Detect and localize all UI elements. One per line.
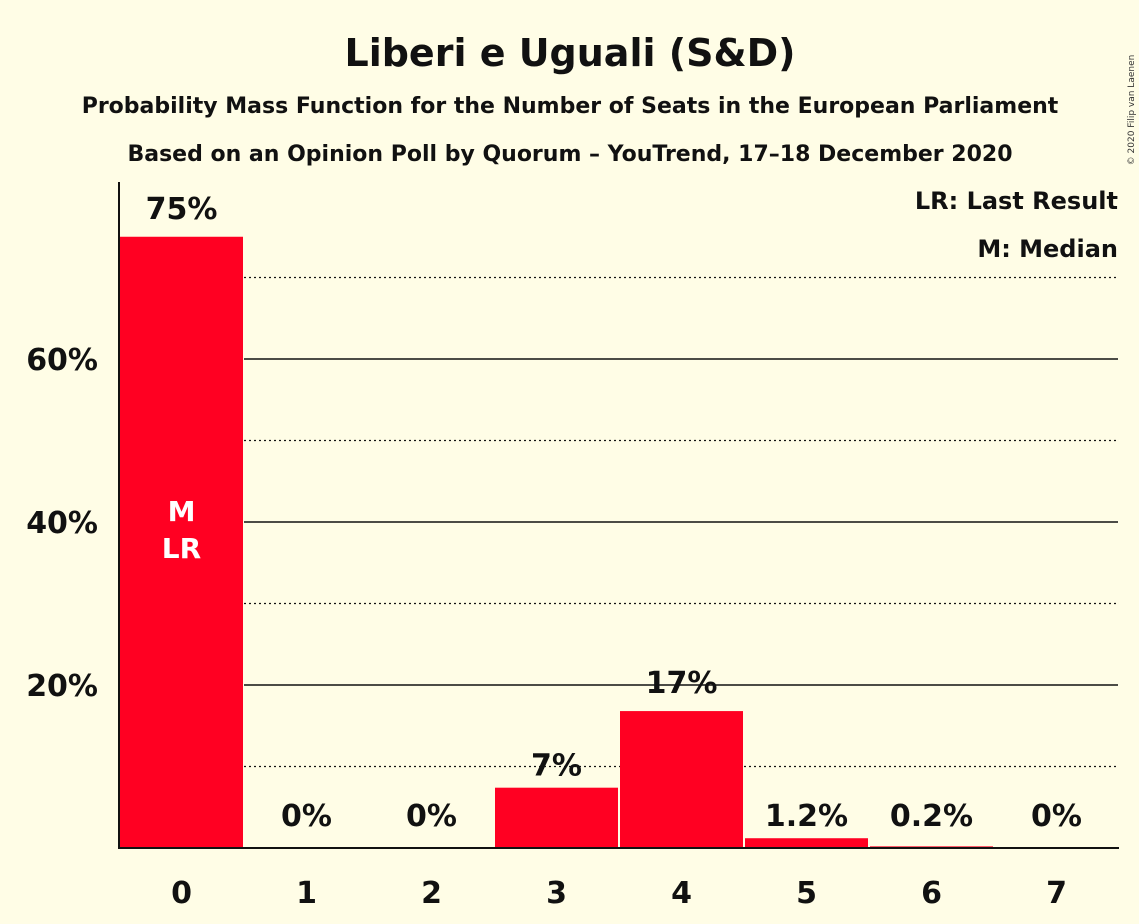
bar xyxy=(745,838,868,848)
y-tick-label: 40% xyxy=(26,506,98,541)
data-label: 1.2% xyxy=(765,799,848,834)
x-tick-label: 7 xyxy=(1046,876,1067,911)
x-axis-ticks: 0 1 2 3 4 5 6 7 xyxy=(171,876,1067,911)
bar xyxy=(120,236,243,848)
legend-median: M: Median xyxy=(977,235,1118,263)
data-label: 0% xyxy=(406,799,457,834)
x-tick-label: 4 xyxy=(671,876,692,911)
y-tick-label: 20% xyxy=(26,669,98,704)
x-tick-label: 6 xyxy=(921,876,942,911)
gridlines xyxy=(244,276,1118,768)
bar xyxy=(495,787,618,848)
chart-subtitle: Probability Mass Function for the Number… xyxy=(82,94,1059,119)
copyright-text: © 2020 Filip van Laenen xyxy=(1127,55,1137,166)
data-label: 7% xyxy=(531,749,582,784)
chart-subtitle-2: Based on an Opinion Poll by Quorum – You… xyxy=(127,142,1012,167)
data-label: 17% xyxy=(646,666,718,701)
bar-annotation: M xyxy=(168,495,196,528)
data-label: 75% xyxy=(146,192,218,227)
x-tick-label: 1 xyxy=(296,876,317,911)
x-tick-label: 3 xyxy=(546,876,567,911)
bar xyxy=(620,711,743,848)
bar-annotation: LR xyxy=(162,532,201,565)
data-label: 0.2% xyxy=(890,799,973,834)
data-labels: 75% 0% 0% 7% 17% 1.2% 0.2% 0% M LR xyxy=(146,192,1082,834)
y-axis-ticks: 20% 40% 60% xyxy=(26,343,98,704)
x-tick-label: 5 xyxy=(796,876,817,911)
x-tick-label: 0 xyxy=(171,876,192,911)
bars xyxy=(120,236,993,848)
data-label: 0% xyxy=(1031,799,1082,834)
chart-title: Liberi e Uguali (S&D) xyxy=(344,31,795,75)
y-tick-label: 60% xyxy=(26,343,98,378)
x-tick-label: 2 xyxy=(421,876,442,911)
data-label: 0% xyxy=(281,799,332,834)
legend-last-result: LR: Last Result xyxy=(915,187,1118,215)
